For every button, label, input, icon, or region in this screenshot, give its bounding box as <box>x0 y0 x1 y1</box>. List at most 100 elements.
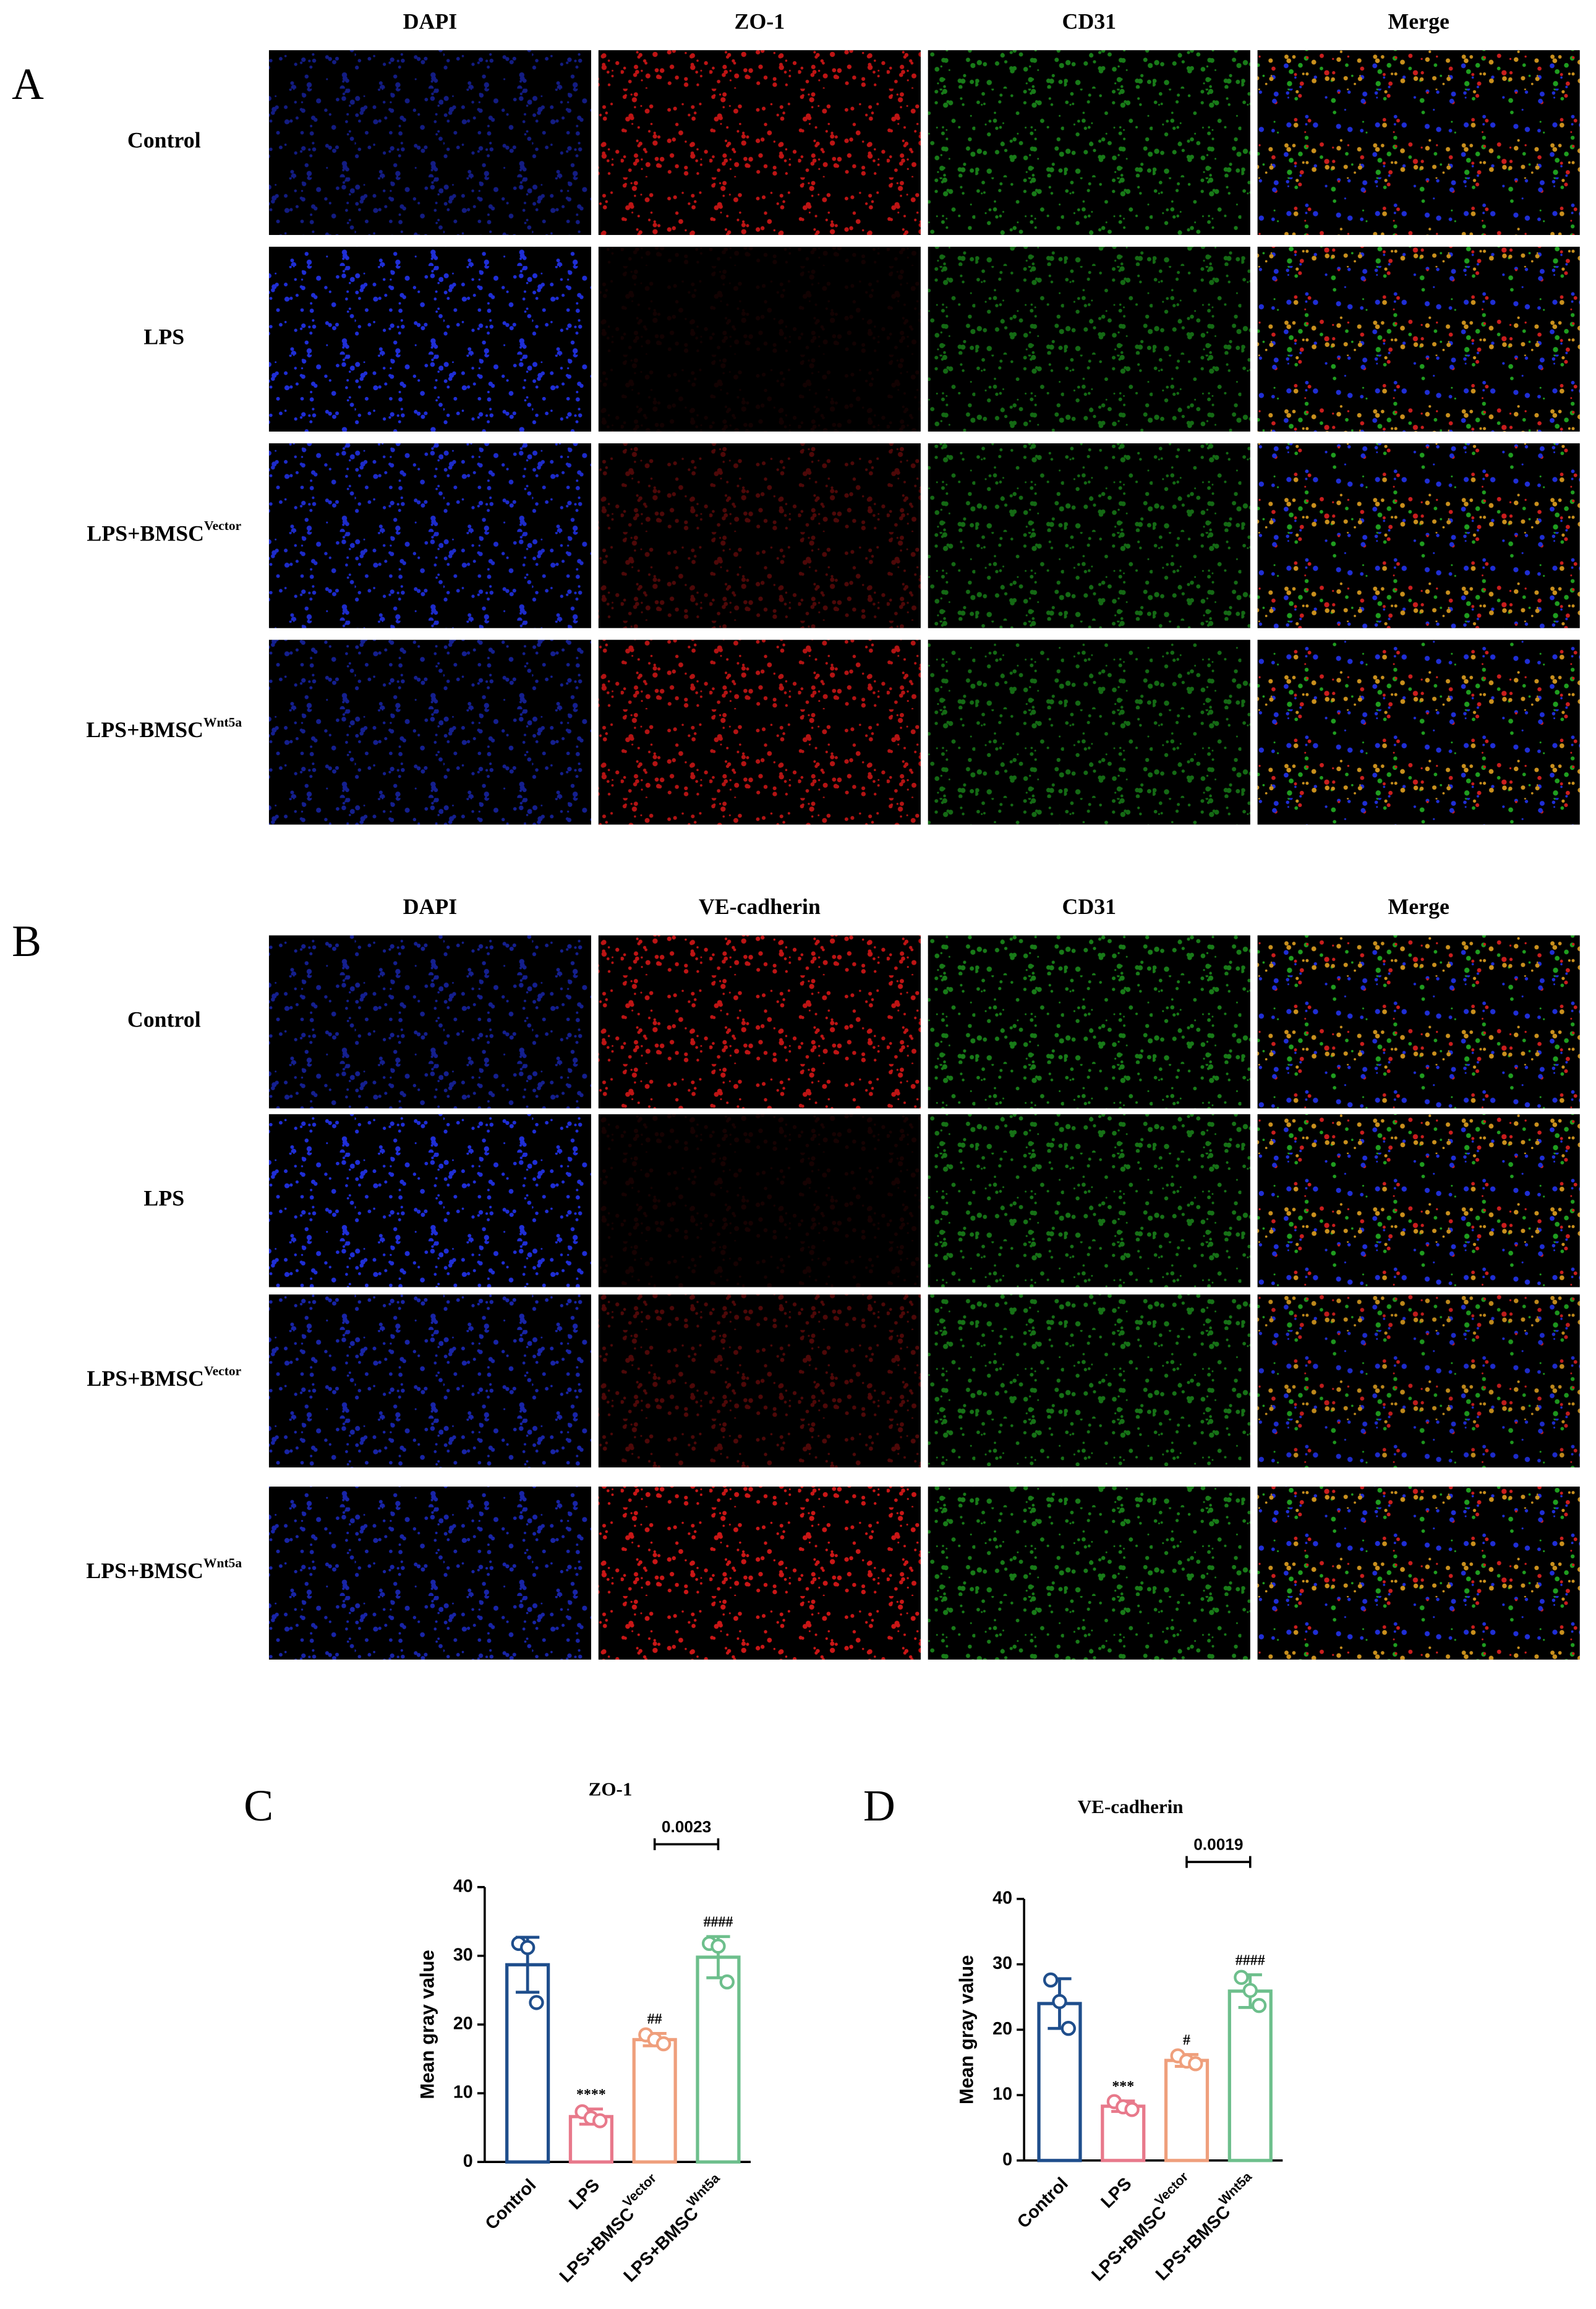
x-tick-label-text: Control <box>481 2175 540 2234</box>
microscopy-image <box>1257 1114 1580 1287</box>
x-tick-label: Control <box>1014 2174 1072 2232</box>
microscopy-image <box>1257 1294 1580 1468</box>
y-tick-label: 10 <box>453 2083 473 2102</box>
microscopy-image <box>1257 1487 1580 1660</box>
data-point <box>592 2113 608 2128</box>
microscopy-image <box>928 1114 1250 1287</box>
chart-title: VE-cadherin <box>1078 1796 1184 1817</box>
column-header: VE-cadherin <box>699 894 821 919</box>
row-label-text: Control <box>127 128 201 153</box>
bar <box>505 1963 550 2164</box>
microscopy-image <box>1257 50 1580 235</box>
x-tick-label: LPS <box>565 2175 604 2213</box>
y-tick-label: 0 <box>463 2151 473 2171</box>
row-label-text: LPS+BMSC <box>87 521 204 546</box>
row-label: Control <box>127 1007 201 1032</box>
column-header: Merge <box>1388 9 1449 33</box>
panel-letter: C <box>244 1781 273 1830</box>
data-point <box>1052 1994 1067 2010</box>
data-point <box>719 1974 735 1990</box>
significance-label: ## <box>647 2011 662 2027</box>
microscopy-image <box>598 639 921 825</box>
data-point <box>1251 1998 1267 2013</box>
y-tick-label: 10 <box>992 2085 1012 2104</box>
row-label: LPS <box>143 325 184 349</box>
microscopy-image <box>1257 247 1580 432</box>
y-tick-label: 20 <box>453 2014 473 2034</box>
row-label-text: Control <box>127 1007 201 1032</box>
bar <box>696 1955 741 2164</box>
row-label-text: LPS <box>143 1186 184 1211</box>
microscopy-image <box>268 443 591 628</box>
y-tick-label: 40 <box>453 1876 473 1896</box>
microscopy-image <box>928 50 1250 235</box>
panel-letter: A <box>12 59 44 109</box>
x-tick-label-sup: Wnt5a <box>1216 2169 1255 2208</box>
y-axis-label: Mean gray value <box>416 1950 438 2099</box>
y-tick-label: 0 <box>1002 2149 1012 2169</box>
microscopy-image <box>598 1114 921 1287</box>
row-label-text: LPS+BMSC <box>86 717 203 742</box>
microscopy-image <box>928 1487 1250 1660</box>
microscopy-image <box>1257 639 1580 825</box>
y-tick-label: 30 <box>992 1953 1012 1973</box>
data-point <box>1242 1982 1258 1999</box>
row-label: LPS+BMSCVector <box>87 1364 241 1391</box>
bar <box>1227 1989 1273 2162</box>
significance-label: **** <box>576 2087 606 2103</box>
data-point <box>1188 2056 1203 2072</box>
microscopy-image <box>268 50 591 235</box>
microscopy-image <box>268 1114 591 1287</box>
microscopy-image <box>1257 935 1580 1109</box>
y-axis-label: Mean gray value <box>956 1955 978 2105</box>
column-header: DAPI <box>403 894 458 919</box>
microscopy-image <box>928 247 1250 432</box>
row-label-sup: Vector <box>204 1364 242 1378</box>
y-tick-label: 30 <box>453 1945 473 1965</box>
column-header: CD31 <box>1062 9 1116 33</box>
bar <box>1164 2059 1210 2162</box>
p-value: 0.0019 <box>1193 1835 1243 1854</box>
data-point <box>529 1995 544 2010</box>
microscopy-image <box>928 639 1250 825</box>
microscopy-image <box>598 935 921 1109</box>
microscopy-image <box>928 935 1250 1109</box>
y-tick-label: 40 <box>992 1888 1012 1908</box>
column-header: ZO-1 <box>735 9 785 33</box>
data-point <box>1124 2102 1140 2117</box>
significance-label: # <box>1183 2032 1190 2048</box>
panel-letter: D <box>863 1781 895 1830</box>
microscopy-image <box>928 1294 1250 1468</box>
row-label: Control <box>127 128 201 153</box>
row-label-sup: Wnt5a <box>203 1555 242 1570</box>
bar <box>632 2038 677 2164</box>
column-header: CD31 <box>1062 894 1116 919</box>
panel-letter: B <box>12 916 41 966</box>
row-label: LPS <box>143 1186 184 1211</box>
chart-title: ZO-1 <box>589 1778 633 1800</box>
row-label-sup: Wnt5a <box>203 715 242 730</box>
x-tick-label-text: LPS <box>1097 2174 1135 2212</box>
p-value: 0.0023 <box>662 1817 711 1836</box>
row-label: LPS+BMSCWnt5a <box>86 1555 242 1583</box>
x-tick-label-sup: Wnt5a <box>684 2170 723 2209</box>
significance-label: #### <box>1235 1952 1265 1968</box>
microscopy-image <box>598 247 921 432</box>
row-label-text: LPS+BMSC <box>87 1366 204 1391</box>
microscopy-image <box>598 1487 921 1660</box>
microscopy-image <box>598 50 921 235</box>
x-tick-label: Control <box>481 2175 540 2234</box>
x-tick-label-sup: Vector <box>1152 2169 1192 2208</box>
x-tick-label-sup: Vector <box>620 2170 659 2210</box>
microscopy-image <box>1257 443 1580 628</box>
data-point <box>655 2036 672 2052</box>
data-point <box>1060 2021 1077 2036</box>
row-label-text: LPS+BMSC <box>86 1558 203 1583</box>
microscopy-image <box>928 443 1250 628</box>
microscopy-image <box>598 1294 921 1468</box>
x-tick-label: LPS <box>1097 2174 1135 2212</box>
row-label: LPS+BMSCVector <box>87 518 241 546</box>
column-header: Merge <box>1388 894 1449 919</box>
row-label-text: LPS <box>143 325 184 349</box>
data-point <box>711 1939 726 1954</box>
